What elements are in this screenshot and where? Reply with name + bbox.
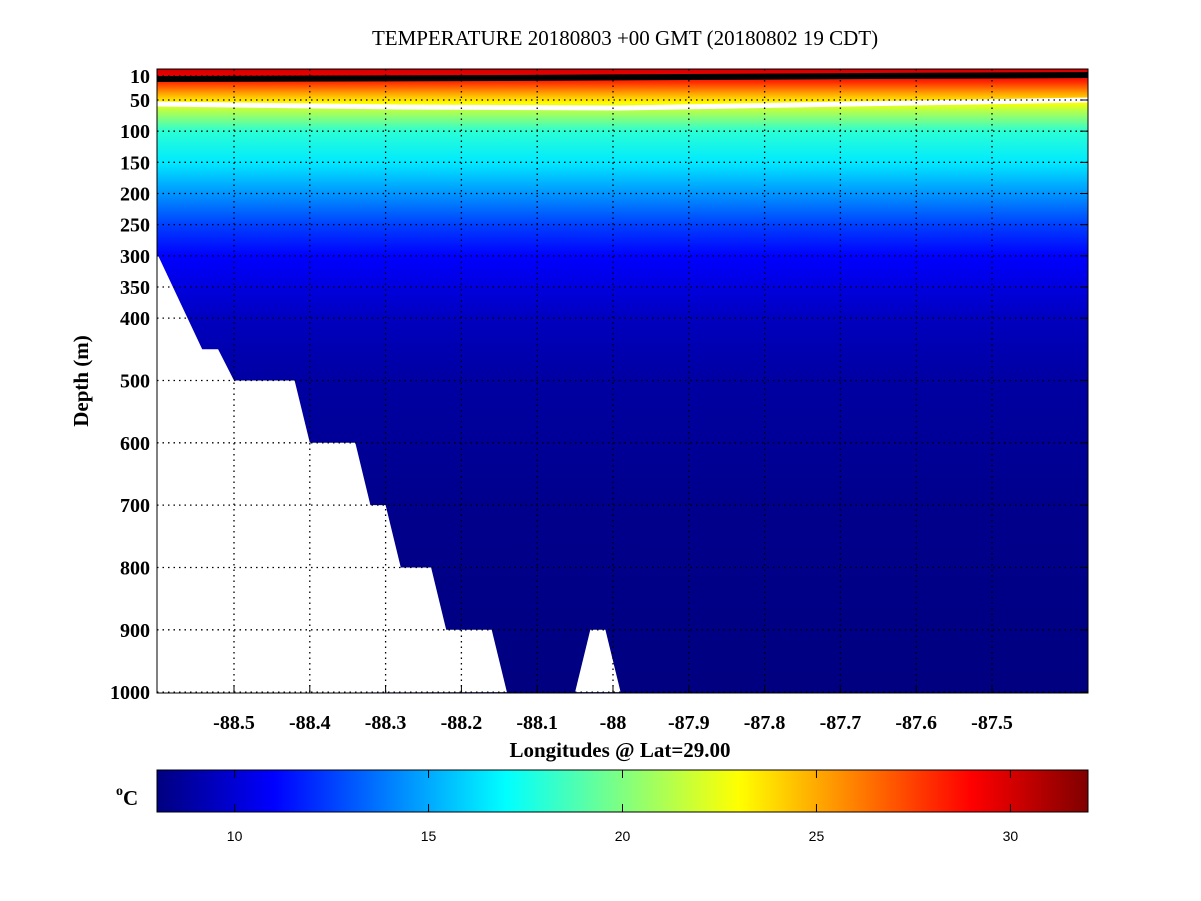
y-tick-label: 150: [120, 152, 150, 174]
y-tick-label: 10: [130, 66, 150, 88]
plot-frame: [156, 68, 1089, 694]
colorbar-tick-label: 10: [227, 828, 243, 844]
colorbar-tick-label: 30: [1003, 828, 1019, 844]
seafloor-mask: [157, 255, 507, 694]
y-tick-label: 700: [120, 495, 150, 517]
y-tick-label: 100: [120, 121, 150, 143]
colorbar: 10 15 20 25 30: [156, 769, 1089, 844]
y-tick-label: 1000: [110, 682, 150, 704]
y-axis-label: Depth (m): [69, 335, 93, 427]
surface-contour-line: [156, 72, 1089, 82]
y-tick-label: 200: [120, 183, 150, 205]
y-tick-label: 900: [120, 620, 150, 642]
x-tick-label: -88.2: [441, 712, 483, 734]
x-tick-label: -88.3: [365, 712, 407, 734]
colorbar-tick-label: 20: [615, 828, 631, 844]
x-tick-label: -88.5: [213, 712, 255, 734]
y-tick-label: 350: [120, 277, 150, 299]
x-tick-label: -88: [600, 712, 627, 734]
y-tick-label: 500: [120, 370, 150, 392]
white-contour-line: [156, 97, 1089, 111]
y-tick-label: 250: [120, 215, 150, 237]
y-tick-label: 800: [120, 557, 150, 579]
colorbar-label-main: C: [123, 786, 138, 810]
colorbar-tick-label: 15: [421, 828, 437, 844]
plot-area: -88.5 -88.4 -88.3 -88.2 -88.1 -88 -87.9 -87.8 -8…: [110, 66, 1089, 734]
colorbar-label-sup: o: [116, 784, 123, 799]
y-tick-label: 600: [120, 433, 150, 455]
colorbar-tick-label: 25: [809, 828, 825, 844]
x-tick-label: -87.7: [820, 712, 862, 734]
chart-title: TEMPERATURE 20180803 +00 GMT (20180802 1…: [371, 26, 879, 50]
x-axis-label: Longitudes @ Lat=29.00: [509, 738, 730, 762]
y-tick-label: 50: [130, 90, 150, 112]
x-tick-label: -87.6: [895, 712, 937, 734]
y-tick-label: 300: [120, 246, 150, 268]
seafloor-bump-mask: [575, 629, 621, 693]
colorbar-label: oC: [116, 784, 138, 810]
x-tick-label: -88.1: [516, 712, 558, 734]
x-tick-label: -87.8: [744, 712, 786, 734]
x-tick-label: -87.5: [971, 712, 1013, 734]
x-tick-label: -87.9: [668, 712, 710, 734]
x-tick-label: -88.4: [289, 712, 331, 734]
y-tick-label: 400: [120, 308, 150, 330]
